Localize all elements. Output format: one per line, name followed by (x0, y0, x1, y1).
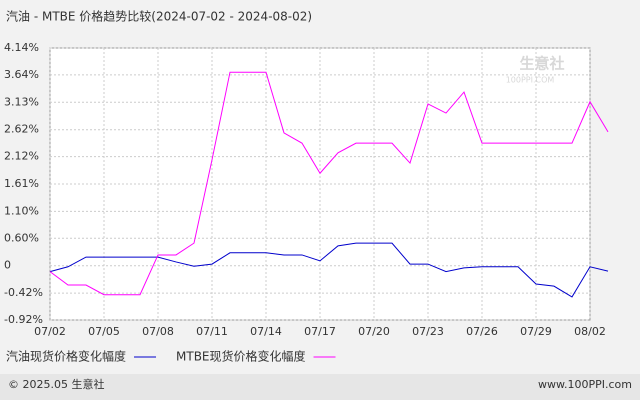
legend-label: MTBE现货价格变化幅度 (176, 349, 306, 364)
footer-bar (0, 374, 640, 400)
series-line (49, 71, 609, 296)
footer-left: © 2025.05 生意社 (8, 377, 104, 391)
y-tick-label: 1.61% (4, 177, 39, 190)
chart-title: 汽油 - MTBE 价格趋势比较(2024-07-02 - 2024-08-02… (6, 9, 312, 24)
footer-right: www.100PPI.com (538, 378, 632, 391)
x-tick-label: 08/02 (574, 325, 606, 338)
y-tick-label: 2.12% (4, 150, 39, 163)
watermark: 生意社 (519, 55, 564, 73)
series-line (49, 242, 609, 298)
x-tick-label: 07/26 (466, 325, 498, 338)
y-tick-label: 0.60% (4, 231, 39, 244)
y-tick-label: 0 (4, 259, 11, 272)
legend-label: 汽油现货价格变化幅度 (6, 349, 126, 364)
y-tick-label: 3.13% (4, 95, 39, 108)
y-tick-label: -0.92% (4, 313, 43, 326)
y-tick-label: 1.10% (4, 204, 39, 217)
x-tick-label: 07/20 (358, 325, 390, 338)
x-tick-label: 07/23 (412, 325, 444, 338)
x-tick-label: 07/11 (196, 325, 228, 338)
y-tick-label: -0.42% (4, 286, 43, 299)
y-tick-label: 2.62% (4, 123, 39, 136)
x-tick-label: 07/02 (34, 325, 66, 338)
x-tick-label: 07/08 (142, 325, 174, 338)
x-tick-label: 07/29 (520, 325, 552, 338)
y-tick-label: 4.14% (4, 41, 39, 54)
x-tick-label: 07/14 (250, 325, 282, 338)
x-tick-label: 07/17 (304, 325, 336, 338)
x-tick-label: 07/05 (88, 325, 120, 338)
y-tick-label: 3.64% (4, 68, 39, 81)
watermark-url: 100PPI.COM (506, 76, 555, 85)
